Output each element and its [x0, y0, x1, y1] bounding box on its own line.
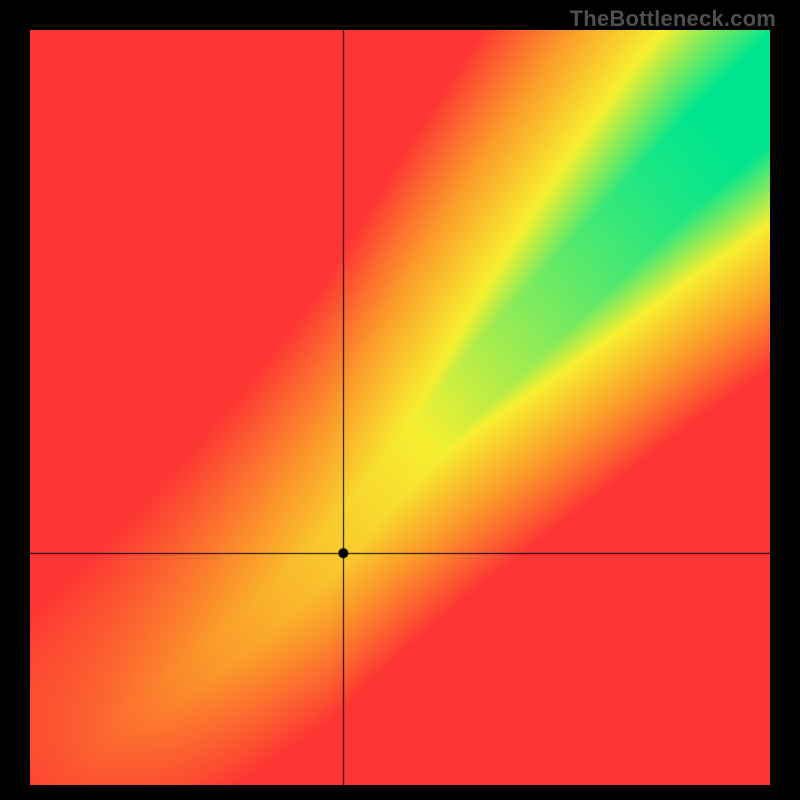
- watermark-text: TheBottleneck.com: [570, 6, 776, 32]
- heatmap-canvas: [30, 30, 770, 785]
- figure-container: TheBottleneck.com: [0, 0, 800, 800]
- heatmap-plot: [30, 30, 770, 785]
